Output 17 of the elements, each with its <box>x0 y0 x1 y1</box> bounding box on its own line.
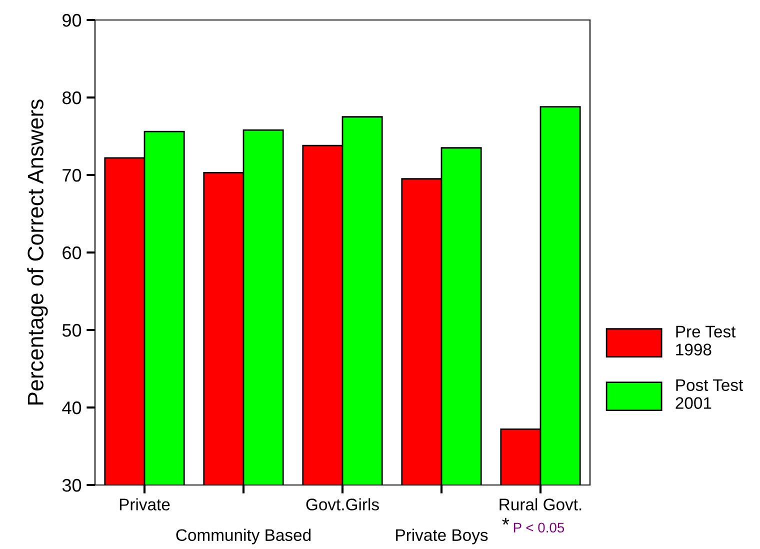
text: P < 0.05 <box>514 522 564 533</box>
x-tick-label: Community Based <box>176 528 311 544</box>
text: * <box>502 518 510 525</box>
legend-label: Pre Test 1998 <box>676 326 736 356</box>
y-axis-title: Percentage of Correct Answers <box>27 100 48 404</box>
x-tick-label: Private <box>120 498 170 510</box>
y-tick-label: 80 <box>62 91 82 104</box>
x-tick-label: Govt.Girls <box>306 498 379 510</box>
x-tick-label: Private Boys <box>396 528 488 544</box>
x-tick-label: Rural Govt. <box>500 498 582 510</box>
y-tick-label: 30 <box>62 478 82 492</box>
y-tick-label: 50 <box>62 324 82 337</box>
y-tick-label: 70 <box>62 168 82 182</box>
y-tick-label: 90 <box>62 14 82 27</box>
y-tick-label: 60 <box>62 246 82 260</box>
legend-label: Post Test 2001 <box>676 379 744 409</box>
y-tick-label: 40 <box>62 401 82 414</box>
